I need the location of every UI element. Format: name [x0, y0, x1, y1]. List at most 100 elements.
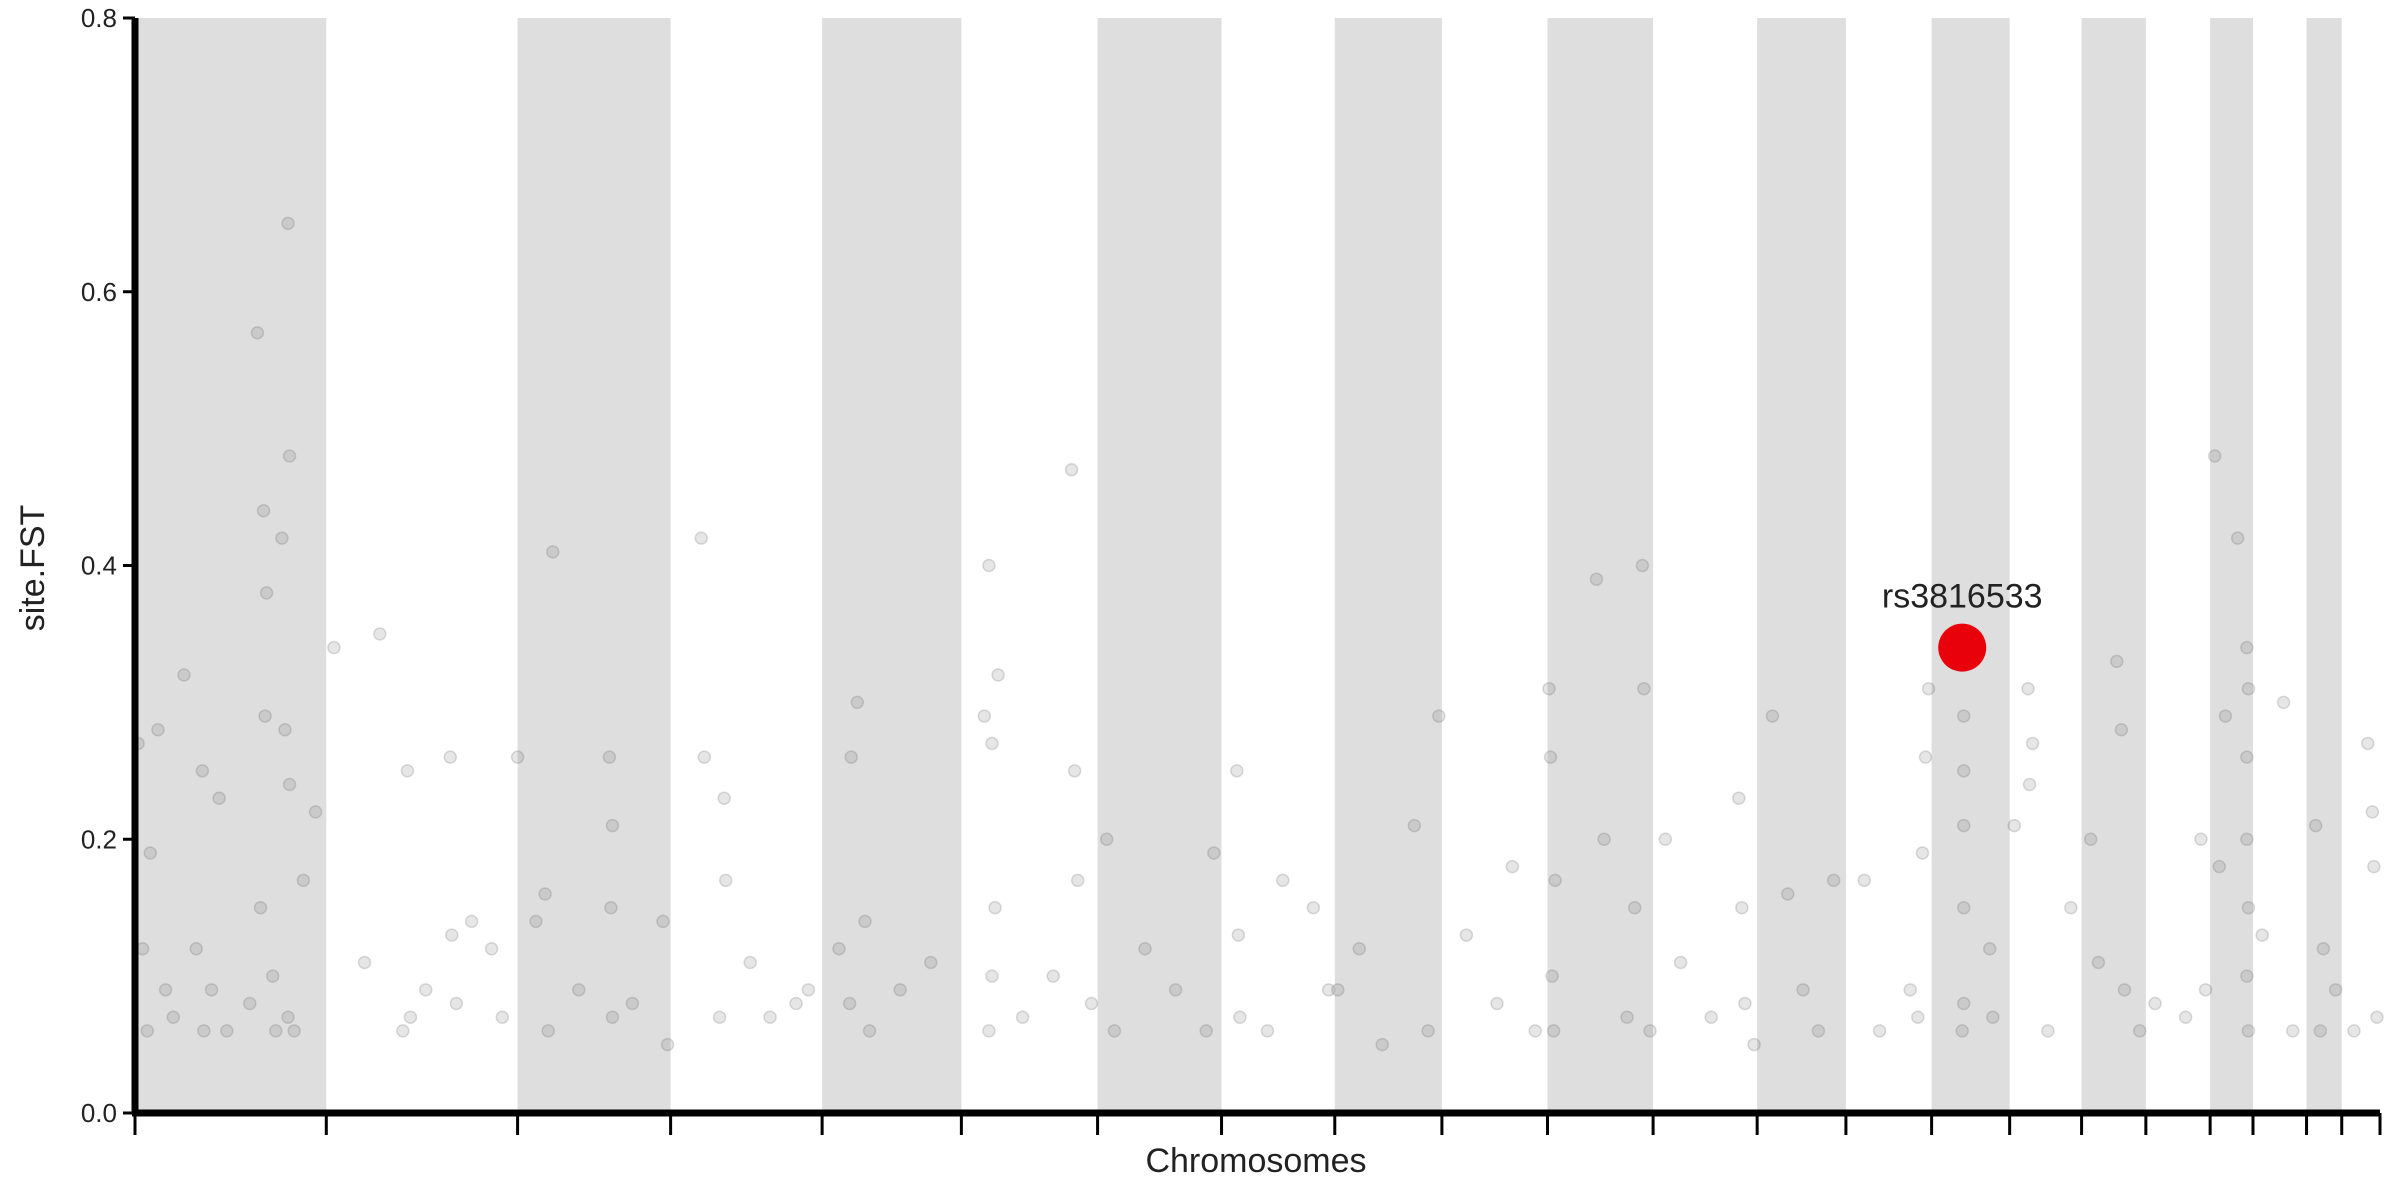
point [464, 914, 479, 929]
point [2114, 723, 2129, 737]
point [2370, 1010, 2384, 1024]
point [403, 1010, 418, 1024]
point [357, 955, 372, 970]
point [197, 1024, 211, 1038]
point [991, 668, 1005, 682]
point [1956, 764, 1971, 778]
point [1986, 1010, 2000, 1024]
point [2240, 969, 2254, 983]
chromosome-band [822, 18, 962, 1113]
point [977, 709, 992, 723]
point [1070, 873, 1085, 888]
point [1918, 750, 1933, 764]
chromosome-band [2306, 18, 2342, 1113]
point [1306, 900, 1321, 915]
point [2091, 955, 2106, 970]
point [605, 818, 620, 833]
point [256, 504, 271, 518]
point [373, 627, 387, 641]
point [204, 983, 219, 997]
x-axis-label: Chromosomes [1145, 1142, 1366, 1180]
point [1230, 764, 1244, 778]
point [1956, 709, 1971, 723]
point [2347, 1024, 2361, 1038]
point [1921, 681, 1936, 696]
point [1100, 832, 1114, 846]
point [445, 928, 459, 942]
y-tick-label: 0.4 [81, 551, 117, 581]
point [1747, 1037, 1761, 1052]
point [529, 914, 543, 929]
point [2207, 449, 2222, 463]
point [296, 873, 311, 888]
point [743, 955, 757, 970]
point [801, 983, 816, 997]
point [1067, 764, 1082, 778]
chromosome-band [135, 18, 327, 1113]
y-axis-label: site.FST [14, 505, 52, 632]
point [258, 709, 272, 723]
point [282, 449, 297, 463]
chromosome-band [1547, 18, 1654, 1113]
point [151, 723, 165, 737]
point [924, 955, 938, 970]
point [982, 558, 996, 573]
point [1168, 983, 1183, 997]
point [2178, 1010, 2193, 1024]
point [1658, 832, 1673, 846]
point [1207, 846, 1221, 860]
point [2021, 681, 2035, 696]
point [1199, 1024, 1213, 1038]
point [1872, 1024, 1887, 1038]
point [1781, 887, 1795, 901]
point [1643, 1024, 1657, 1038]
point [697, 750, 712, 764]
point [605, 1010, 620, 1024]
point [602, 750, 617, 764]
point [985, 969, 999, 983]
point [220, 1024, 234, 1038]
point [2316, 942, 2331, 956]
point [1233, 1010, 1247, 1024]
chromosome-band [1334, 18, 1442, 1113]
point [265, 969, 280, 983]
point [1231, 928, 1246, 942]
point [1321, 983, 1336, 997]
point [1375, 1037, 1389, 1052]
point [250, 326, 265, 340]
point [694, 531, 708, 545]
point [1673, 955, 1688, 970]
y-tick-label: 0.8 [81, 3, 117, 33]
point [1459, 928, 1474, 942]
point [2286, 1024, 2300, 1038]
point [2041, 1024, 2055, 1038]
point [1548, 873, 1562, 888]
point [656, 914, 670, 929]
point [1331, 983, 1345, 997]
point [2241, 681, 2256, 696]
point [1490, 996, 1504, 1011]
point [1352, 942, 1367, 956]
point [1738, 996, 1752, 1011]
point [140, 1024, 154, 1038]
point [2148, 996, 2162, 1011]
point [189, 942, 203, 956]
point [495, 1010, 510, 1024]
point [2084, 832, 2098, 846]
point [1084, 996, 1099, 1011]
point [212, 791, 226, 805]
point [1735, 900, 1749, 915]
point [484, 942, 499, 956]
point [862, 1024, 877, 1038]
point [2361, 736, 2375, 751]
point [281, 1010, 295, 1024]
point [282, 777, 297, 792]
point [1046, 969, 1060, 983]
point [2308, 818, 2323, 833]
highlight-label: rs3816533 [1882, 578, 2043, 616]
point [510, 750, 525, 764]
point [1826, 873, 1841, 888]
point [1627, 900, 1642, 915]
point [842, 996, 857, 1011]
point [1015, 1010, 1030, 1024]
